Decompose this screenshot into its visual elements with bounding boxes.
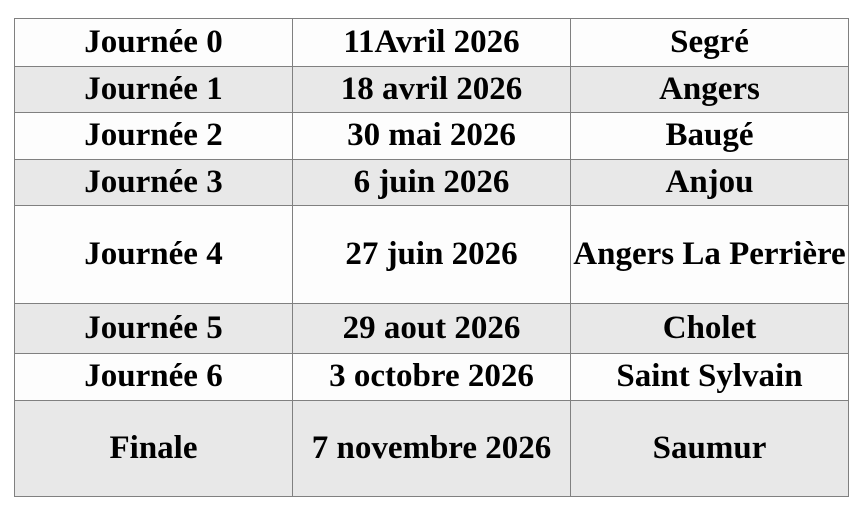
table-row: Journée 3 6 juin 2026 Anjou xyxy=(14,159,849,206)
date-cell: 6 juin 2026 xyxy=(292,159,571,206)
journee-cell: Journée 3 xyxy=(14,159,293,206)
journee-cell: Finale xyxy=(14,400,293,497)
location-cell: Angers La Perrière xyxy=(570,205,849,304)
schedule-table: Journée 0 11Avril 2026 Segré Journée 1 1… xyxy=(14,18,849,497)
journee-cell: Journée 2 xyxy=(14,112,293,160)
location-cell: Cholet xyxy=(570,303,849,354)
table-row: Journée 4 27 juin 2026 Angers La Perrièr… xyxy=(14,205,849,304)
date-cell: 18 avril 2026 xyxy=(292,66,571,113)
date-cell: 29 aout 2026 xyxy=(292,303,571,354)
date-cell: 7 novembre 2026 xyxy=(292,400,571,497)
journee-cell: Journée 4 xyxy=(14,205,293,304)
location-cell: Segré xyxy=(570,18,849,67)
date-cell: 3 octobre 2026 xyxy=(292,353,571,401)
date-cell: 11Avril 2026 xyxy=(292,18,571,67)
journee-cell: Journée 5 xyxy=(14,303,293,354)
location-cell: Anjou xyxy=(570,159,849,206)
schedule-table-body: Journée 0 11Avril 2026 Segré Journée 1 1… xyxy=(14,18,849,497)
table-row: Journée 6 3 octobre 2026 Saint Sylvain xyxy=(14,353,849,401)
journee-cell: Journée 6 xyxy=(14,353,293,401)
location-cell: Angers xyxy=(570,66,849,113)
date-cell: 30 mai 2026 xyxy=(292,112,571,160)
table-row: Journée 1 18 avril 2026 Angers xyxy=(14,66,849,113)
journee-cell: Journée 1 xyxy=(14,66,293,113)
table-row: Journée 0 11Avril 2026 Segré xyxy=(14,18,849,67)
date-cell: 27 juin 2026 xyxy=(292,205,571,304)
journee-cell: Journée 0 xyxy=(14,18,293,67)
location-cell: Baugé xyxy=(570,112,849,160)
table-row: Finale 7 novembre 2026 Saumur xyxy=(14,400,849,497)
table-row: Journée 2 30 mai 2026 Baugé xyxy=(14,112,849,160)
location-cell: Saumur xyxy=(570,400,849,497)
table-row: Journée 5 29 aout 2026 Cholet xyxy=(14,303,849,354)
location-cell: Saint Sylvain xyxy=(570,353,849,401)
